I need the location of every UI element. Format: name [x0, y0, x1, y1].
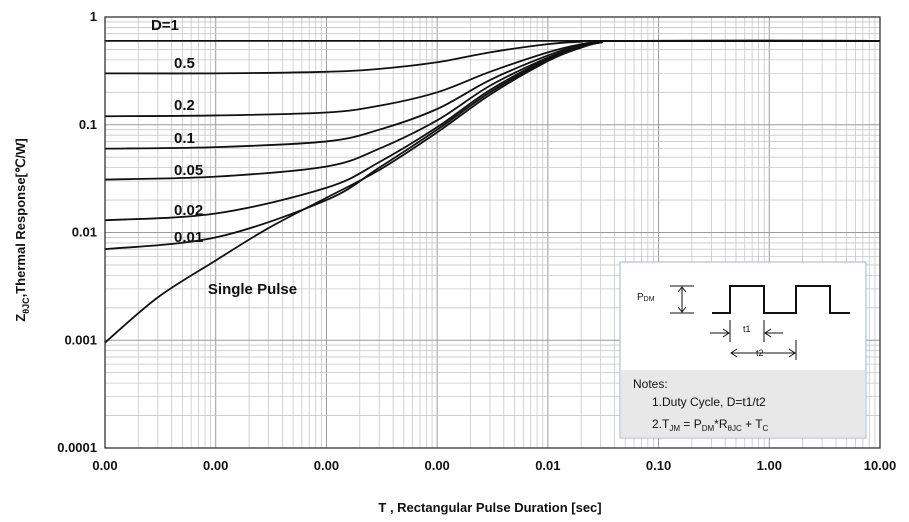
curve-0-02 — [104, 39, 881, 222]
t1-label: t1 — [743, 324, 751, 334]
inset-box: PDM t1 t2 Notes: 1.Duty Cycle, D=t1/t2 2… — [619, 261, 867, 439]
note-tjm-p3: DM — [702, 424, 715, 433]
pdm-label-main: P — [637, 292, 644, 303]
note-tjm-p7: C — [763, 424, 769, 433]
y-axis-label-rest: ,Thermal Response[℃/W] — [13, 138, 28, 297]
y-tick-label: 0.01 — [72, 225, 97, 240]
note-tjm-p6: + T — [742, 417, 763, 431]
curve-label: 0.1 — [174, 130, 195, 147]
y-tick-label: 1 — [90, 9, 97, 24]
grid-lines — [104, 17, 880, 449]
curve-0-01 — [104, 39, 881, 251]
curve-label: 0.2 — [174, 97, 195, 114]
x-tick-label: 0.00 — [203, 458, 228, 473]
pdm-label-sub: DM — [644, 296, 655, 303]
x-tick-label: 0.00 — [314, 458, 339, 473]
curve-single-pulse — [104, 39, 881, 344]
note-tjm-p0: 2.T — [652, 417, 670, 431]
y-tick-label: 0.001 — [64, 332, 97, 347]
x-tick-labels: 0.00 0.00 0.00 0.00 0.01 0.10 1.00 10.00 — [92, 458, 896, 473]
x-tick-label: 10.00 — [864, 458, 897, 473]
curve-label: 0.01 — [174, 229, 203, 246]
curve-label: D=1 — [151, 17, 179, 34]
pdm-label: PDM — [637, 292, 655, 303]
curve-0-05 — [104, 39, 881, 181]
note-tjm: 2.TJM = PDM*RθJC + TC — [652, 417, 769, 433]
y-axis-label-main: Z — [13, 314, 28, 322]
note-tjm-p4: *R — [714, 417, 728, 431]
note-tjm-p2: = P — [680, 417, 702, 431]
y-axis-label-sub: θJC — [21, 297, 31, 314]
curve-0-1 — [104, 39, 881, 150]
t2-arrow — [730, 348, 796, 358]
x-tick-label: 0.01 — [535, 458, 560, 473]
t1-arrow-right — [764, 328, 783, 338]
pdm-arrow-head-up — [677, 286, 687, 293]
y-tick-label: 0.1 — [79, 117, 97, 132]
curve-label: 0.05 — [174, 162, 203, 179]
pulse-waveform — [712, 285, 850, 314]
notes-title: Notes: — [633, 377, 668, 391]
x-axis-label: T , Rectangular Pulse Duration [sec] — [378, 500, 601, 515]
x-tick-label: 0.00 — [424, 458, 449, 473]
curve-label: Single Pulse — [208, 281, 297, 298]
curve-label: 0.02 — [174, 202, 203, 219]
y-tick-label: 0.0001 — [57, 440, 97, 455]
note-duty-cycle: 1.Duty Cycle, D=t1/t2 — [652, 395, 766, 409]
t1-arrow-left — [710, 328, 730, 338]
curve-labels: D=1 0.5 0.2 0.1 0.05 0.02 0.01 Single Pulse — [151, 17, 297, 298]
note-tjm-p5: θJC — [728, 424, 742, 433]
pdm-arrow-head-down — [677, 306, 687, 313]
x-tick-label: 0.10 — [646, 458, 671, 473]
curve-0-5 — [104, 39, 881, 75]
note-tjm-p1: JM — [669, 424, 680, 433]
t2-label: t2 — [756, 348, 764, 358]
curve-label: 0.5 — [174, 55, 195, 72]
plot-frame — [104, 16, 881, 449]
inset-notes-background — [621, 370, 865, 437]
y-axis-label: ZθJC,Thermal Response[℃/W] — [13, 138, 31, 321]
curves — [104, 39, 881, 344]
x-tick-label: 1.00 — [757, 458, 782, 473]
y-tick-labels: 1 0.1 0.01 0.001 0.0001 — [57, 9, 97, 455]
x-tick-label: 0.00 — [92, 458, 117, 473]
